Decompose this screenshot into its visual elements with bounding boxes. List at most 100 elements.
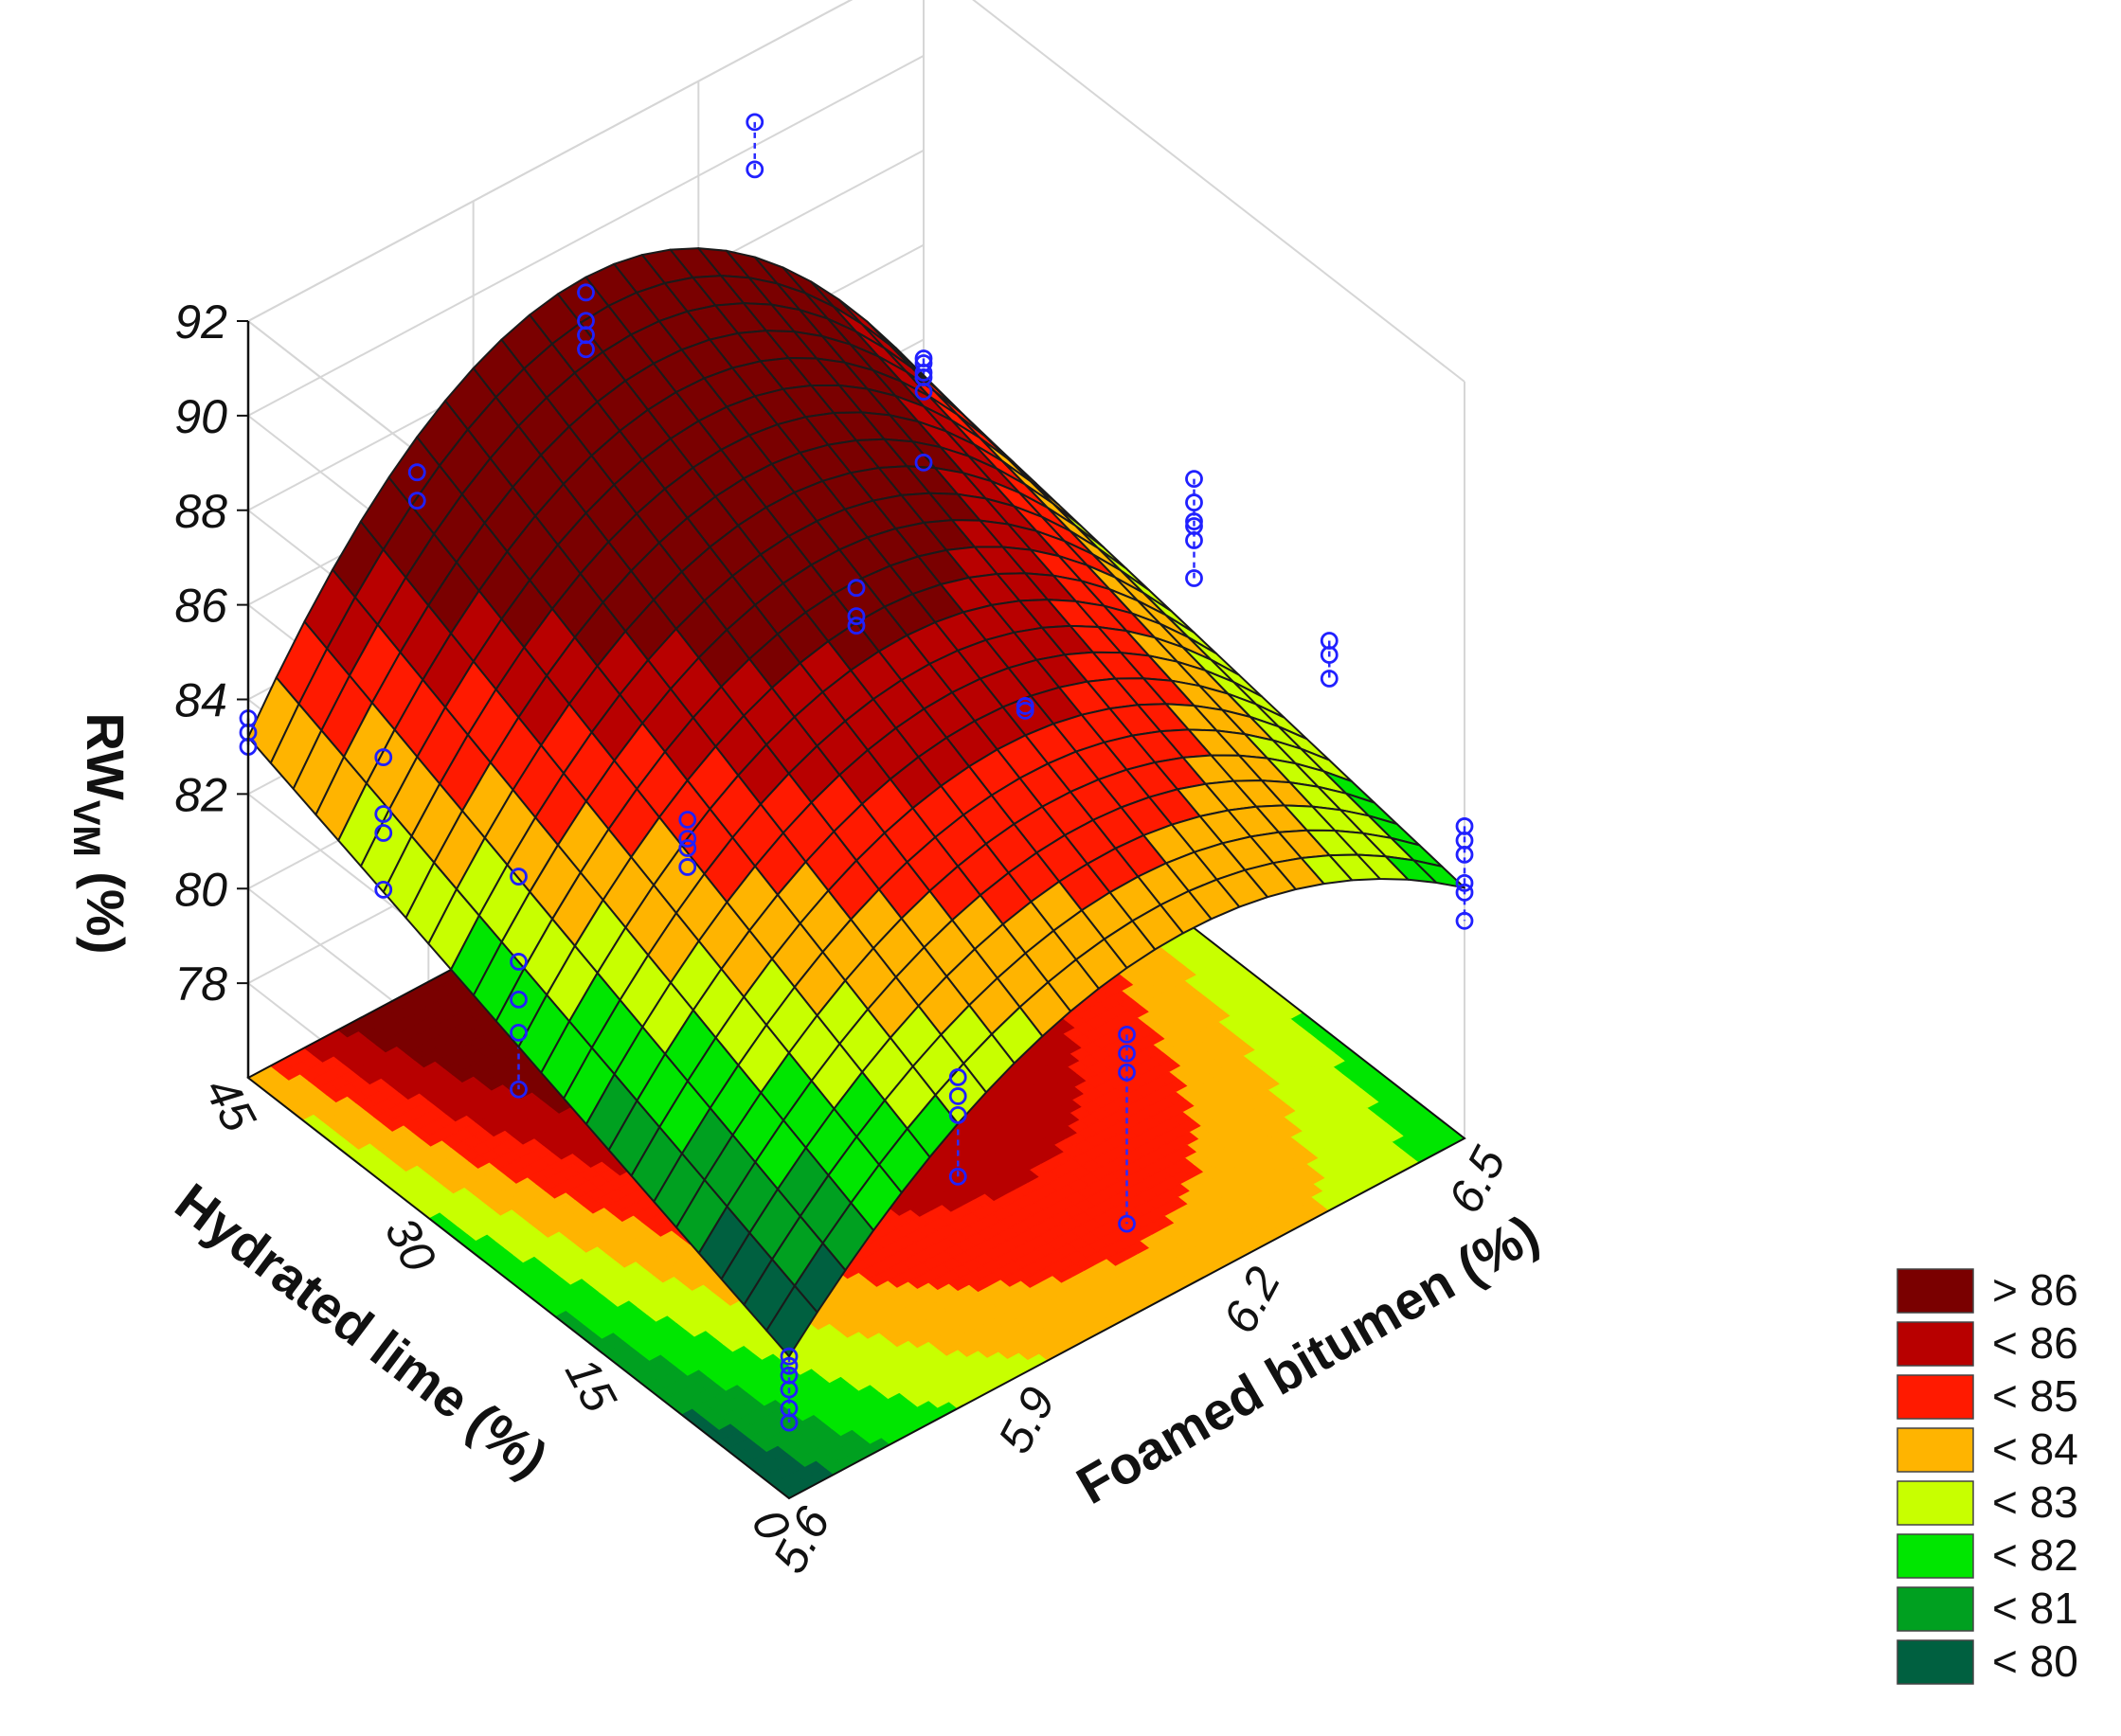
legend-swatch (1896, 1533, 1974, 1579)
observation-point (948, 1105, 967, 1124)
legend-swatch (1896, 1374, 1974, 1420)
legend-item: < 82 (1896, 1530, 2078, 1580)
z-tick-label: 88 (174, 485, 227, 538)
legend-item: < 81 (1896, 1584, 2078, 1633)
observation-point (1320, 646, 1339, 664)
z-tick-label: 90 (174, 390, 227, 443)
observation-point (510, 990, 528, 1009)
z-axis-title-main: RW (76, 713, 135, 800)
z-axis-title-subscript: VM (65, 800, 107, 857)
observation-point (1185, 569, 1203, 587)
observation-point (510, 868, 528, 886)
legend-item: < 85 (1896, 1371, 2078, 1421)
observation-point (510, 1023, 528, 1042)
observation-point (847, 607, 866, 626)
observation-point (407, 463, 426, 482)
observation-point (1016, 702, 1034, 720)
observation-point (374, 805, 393, 823)
observation-point (1118, 1044, 1136, 1063)
observation-point (1455, 873, 1474, 892)
observation-point (1320, 670, 1339, 688)
legend-label: < 83 (1992, 1477, 2078, 1527)
observation-point (1016, 697, 1034, 715)
x-tick-label: 6.2 (1213, 1259, 1290, 1342)
x-tick-label: 5.9 (988, 1379, 1066, 1462)
observation-point (374, 748, 393, 766)
observation-point (847, 617, 866, 635)
observation-point (678, 811, 697, 829)
x-tick-label: 6.5 (1438, 1138, 1516, 1222)
observation-point (510, 953, 528, 971)
observation-point (847, 579, 866, 598)
legend-item: < 80 (1896, 1637, 2078, 1686)
observation-point (914, 383, 933, 401)
observation-point (577, 340, 595, 359)
grid-line (247, 0, 854, 322)
legend-swatch (1896, 1321, 1974, 1367)
legend-label: > 86 (1992, 1265, 2078, 1315)
observation-point (1185, 470, 1203, 488)
legend-item: < 83 (1896, 1477, 2078, 1527)
observation-point (678, 858, 697, 876)
z-axis-ticks: 78 80 82 84 86 88 90 92 (174, 295, 227, 1011)
observation-point (1455, 883, 1474, 902)
observation-point (780, 1413, 799, 1432)
observation-point (1185, 493, 1203, 511)
observation-point (1118, 1025, 1136, 1044)
observation-point (1185, 531, 1203, 549)
legend-swatch (1896, 1639, 1974, 1685)
observation-point (780, 1356, 799, 1375)
observation-point (780, 1380, 799, 1399)
observation-point (577, 283, 595, 302)
legend-item: > 86 (1896, 1265, 2078, 1315)
z-tick-label: 78 (174, 957, 227, 1011)
z-tick-label: 82 (174, 768, 227, 821)
legend-item: < 86 (1896, 1318, 2078, 1368)
surface-cell (765, 1284, 818, 1358)
observation-point (1455, 911, 1474, 930)
legend-label: < 85 (1992, 1371, 2078, 1421)
observation-point (1455, 845, 1474, 864)
observation-point (678, 830, 697, 848)
observation-point (510, 1080, 528, 1099)
legend-swatch (1896, 1586, 1974, 1632)
observation-point (914, 364, 933, 382)
legend-label: < 81 (1992, 1584, 2078, 1633)
legend-swatch (1896, 1480, 1974, 1526)
observation-point (374, 880, 393, 899)
observation-point (407, 492, 426, 510)
grid-line (247, 54, 925, 417)
observation-point (914, 453, 933, 472)
observation-point (1118, 1214, 1136, 1233)
grid-line (247, 0, 854, 322)
legend-label: < 82 (1992, 1530, 2078, 1580)
z-tick-label: 80 (174, 863, 227, 916)
observation-point (948, 1068, 967, 1086)
legend-label: < 84 (1992, 1424, 2078, 1474)
observation-point (1118, 1063, 1136, 1082)
observation-point (374, 824, 393, 842)
legend-swatch (1896, 1427, 1974, 1473)
response-surface (247, 247, 1465, 1358)
z-axis-title: RWVM (%) (65, 713, 135, 955)
z-tick-label: 86 (174, 580, 227, 633)
legend-swatch (1896, 1268, 1974, 1314)
grid-line (972, 0, 1465, 383)
legend: > 86 < 86 < 85 < 84 < 83 < 82 < 81 < 80 (1896, 1265, 2078, 1686)
observation-point (746, 113, 764, 132)
z-tick-label: 92 (174, 295, 227, 349)
z-axis-title-unit: (%) (76, 857, 135, 955)
observation-point (678, 839, 697, 857)
observation-points (239, 113, 1474, 1432)
legend-label: < 86 (1992, 1318, 2078, 1368)
z-tick-label: 84 (174, 674, 227, 727)
legend-label: < 80 (1992, 1637, 2078, 1686)
observation-point (1185, 512, 1203, 530)
observation-point (780, 1347, 799, 1366)
legend-item: < 84 (1896, 1424, 2078, 1474)
surface-cell (1412, 859, 1465, 889)
axes (237, 320, 250, 1078)
observation-point (948, 1167, 967, 1186)
observation-point (948, 1087, 967, 1105)
